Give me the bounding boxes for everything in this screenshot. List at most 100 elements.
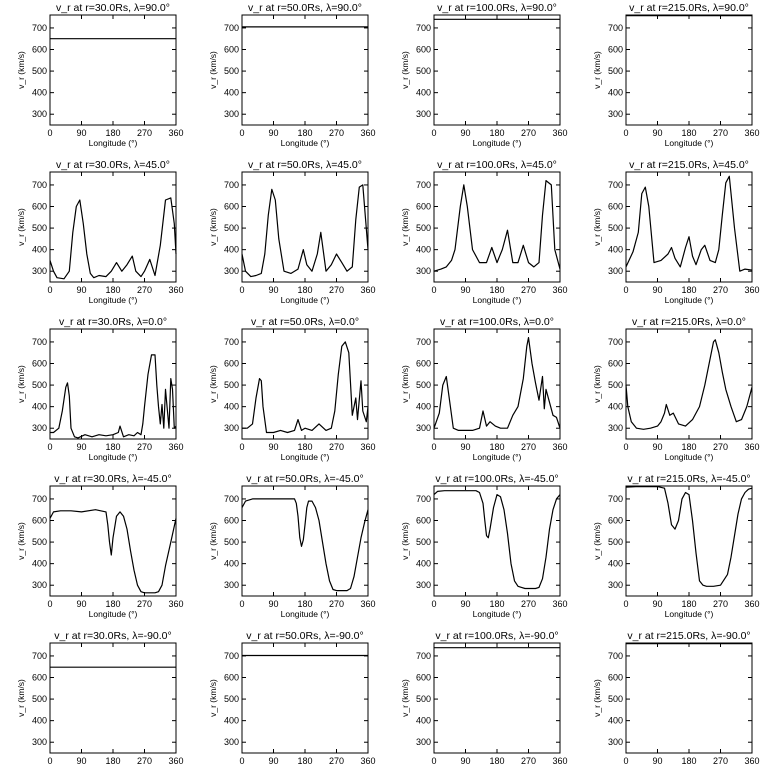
y-tick-label: 300 [416,266,431,276]
y-tick-label: 400 [416,88,431,98]
y-axis-label: v_r (km/s) [16,51,26,89]
x-tick-label: 270 [137,442,152,452]
y-tick-label: 300 [608,580,623,590]
x-tick-label: 360 [168,756,183,766]
chart-panel: v_r at r=100.0Rs, λ=45.0° 0 90 180 270 360 300… [400,159,568,305]
x-tick-label: 90 [652,128,662,138]
y-tick-label: 300 [416,109,431,119]
series-line [49,197,177,280]
y-tick-label: 700 [608,494,623,504]
x-tick-label: 90 [460,128,470,138]
chart-panel: v_r at r=100.0Rs, λ=0.0° 0 90 180 270 360 300 4… [400,316,568,462]
x-tick-label: 360 [168,285,183,295]
y-tick-label: 300 [32,580,47,590]
x-tick-label: 0 [239,442,244,452]
y-tick-label: 700 [224,337,239,347]
y-tick-label: 500 [416,223,431,233]
y-tick-label: 400 [224,402,239,412]
series-line [50,354,177,439]
y-axis-label: v_r (km/s) [208,51,218,89]
chart-title: v_r at r=215.0Rs, λ=45.0° [629,159,749,171]
y-axis-label: v_r (km/s) [592,51,602,89]
y-axis-label: v_r (km/s) [16,522,26,560]
series-line [241,184,369,278]
y-tick-label: 300 [416,580,431,590]
series-line [49,509,177,594]
chart-panel: v_r at r=30.0Rs, λ=-90.0° 0 90 180 270 360 300… [16,630,184,768]
y-tick-label: 600 [608,673,623,683]
series-line [433,490,561,590]
y-tick-label: 300 [224,109,239,119]
x-tick-label: 180 [489,756,504,766]
y-tick-label: 500 [32,66,47,76]
x-tick-label: 180 [297,128,312,138]
y-tick-label: 700 [32,23,47,33]
x-axis-label: Longitude (°) [281,766,330,768]
y-tick-label: 600 [416,359,431,369]
chart-panel: v_r at r=50.0Rs, λ=-90.0° 0 90 180 270 360 300… [208,630,376,768]
y-tick-label: 400 [416,245,431,255]
chart-title: v_r at r=30.0Rs, λ=45.0° [56,159,170,171]
x-axis-label: Longitude (°) [281,295,330,305]
y-axis-label: v_r (km/s) [208,522,218,560]
y-tick-label: 600 [224,45,239,55]
y-tick-label: 600 [32,202,47,212]
y-tick-label: 400 [416,716,431,726]
x-tick-label: 90 [652,442,662,452]
x-tick-label: 180 [681,756,696,766]
y-tick-label: 700 [32,180,47,190]
x-tick-label: 360 [360,285,375,295]
y-tick-label: 600 [224,516,239,526]
chart-panel: v_r at r=50.0Rs, λ=0.0° 0 90 180 270 360 300 40… [208,316,376,462]
x-axis-label: Longitude (°) [473,138,522,148]
y-tick-label: 700 [224,23,239,33]
y-tick-label: 500 [32,537,47,547]
y-tick-label: 700 [416,651,431,661]
chart-title: v_r at r=215.0Rs, λ=-90.0° [627,630,750,642]
x-tick-label: 180 [297,285,312,295]
chart-panel: v_r at r=215.0Rs, λ=-45.0° 0 90 180 270 360 30… [592,473,760,619]
chart-title: v_r at r=100.0Rs, λ=-45.0° [435,473,558,485]
x-tick-label: 360 [744,128,759,138]
y-axis-label: v_r (km/s) [592,679,602,717]
chart-title: v_r at r=100.0Rs, λ=45.0° [437,159,557,171]
x-tick-label: 360 [360,599,375,609]
x-tick-label: 270 [329,128,344,138]
chart-title: v_r at r=100.0Rs, λ=-90.0° [435,630,558,642]
chart-title: v_r at r=30.0Rs, λ=90.0° [56,2,170,14]
x-tick-label: 90 [268,128,278,138]
chart-title: v_r at r=30.0Rs, λ=0.0° [59,316,167,328]
x-tick-label: 360 [744,599,759,609]
chart-panel: v_r at r=100.0Rs, λ=-45.0° 0 90 180 270 360 30… [400,473,568,619]
y-tick-label: 600 [224,359,239,369]
y-tick-label: 500 [416,537,431,547]
y-axis-label: v_r (km/s) [208,208,218,246]
y-tick-label: 500 [224,66,239,76]
chart-panel: v_r at r=215.0Rs, λ=0.0° 0 90 180 270 360 300 4… [592,316,760,462]
y-tick-label: 300 [32,737,47,747]
x-tick-label: 270 [329,442,344,452]
y-tick-label: 400 [608,402,623,412]
y-tick-label: 500 [608,537,623,547]
series-line [242,341,369,434]
y-tick-label: 500 [608,66,623,76]
y-tick-label: 600 [416,45,431,55]
plot-frame [241,171,369,283]
x-tick-label: 270 [137,128,152,138]
x-tick-label: 180 [681,285,696,295]
x-axis-label: Longitude (°) [473,766,522,768]
x-tick-label: 360 [360,442,375,452]
y-tick-label: 400 [32,245,47,255]
y-tick-label: 300 [32,266,47,276]
y-tick-label: 600 [224,202,239,212]
x-tick-label: 270 [713,599,728,609]
x-tick-label: 180 [105,128,120,138]
y-tick-label: 700 [224,494,239,504]
x-tick-label: 90 [76,285,86,295]
y-tick-label: 600 [608,359,623,369]
y-tick-label: 700 [32,337,47,347]
y-tick-label: 500 [224,537,239,547]
chart-panel: v_r at r=215.0Rs, λ=-90.0° 0 90 180 270 360 30… [592,630,760,768]
chart-title: v_r at r=50.0Rs, λ=-45.0° [246,473,363,485]
y-tick-label: 500 [32,380,47,390]
